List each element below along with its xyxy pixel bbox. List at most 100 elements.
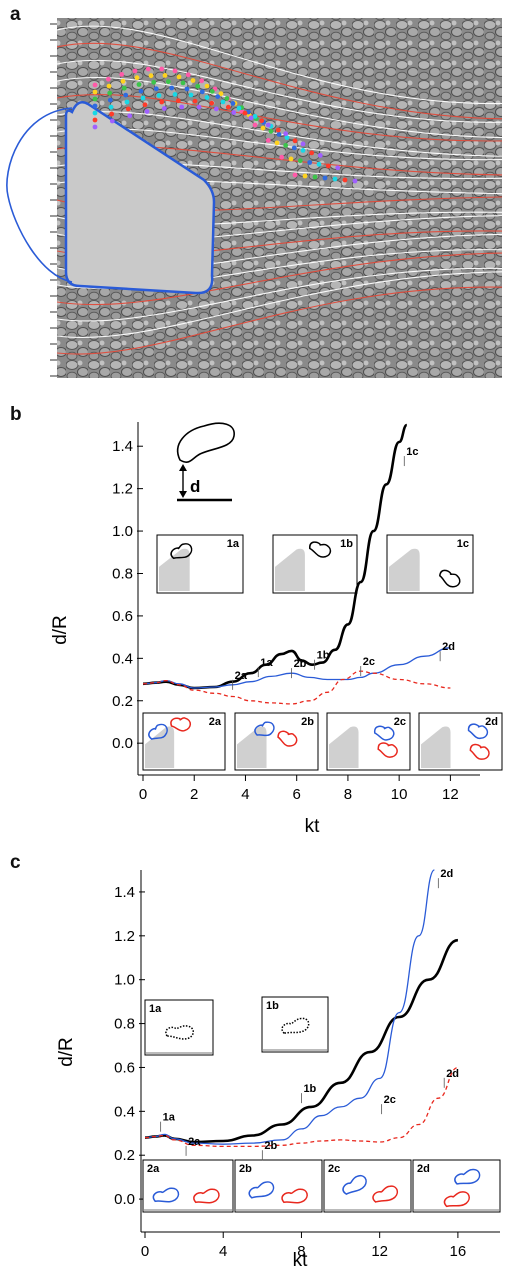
sketch-cell [177,422,235,463]
tracked-cell-marker [119,72,125,77]
triangle-obstacle [64,101,216,295]
tracked-cell-marker [162,73,168,78]
tracked-cell-marker [142,102,148,108]
streamline [57,93,502,142]
tracked-cell-marker [196,104,202,110]
tracked-cell-marker [109,118,115,124]
inset-obstacle [329,726,359,768]
tracked-cell-marker [265,138,271,143]
y-tick-label: 0.0 [112,735,133,752]
series-line-red-dashed [144,1066,459,1148]
annotation-label: 2c [363,656,375,668]
annotation-label: 1c [406,446,418,458]
annotation-label: 2b [294,658,307,670]
tracked-cell-marker [300,141,306,147]
distance-sketch: d [177,422,235,502]
streamline [57,286,502,355]
inset-frame [144,999,214,1056]
y-tick-label: 1.0 [114,972,135,989]
tracked-cell-marker [316,161,322,167]
inset-label: 1a [227,538,240,550]
panel-c-insets-top: 1a 1b [144,996,329,1056]
tracked-cell-marker [92,103,98,109]
tracked-cell-marker [179,104,185,110]
inset-2b: 2b [234,712,319,771]
tracked-cell-marker [248,115,254,121]
tracked-cell-marker [291,145,297,151]
tracked-cell-marker [172,92,178,97]
inset-obstacle [421,726,451,768]
tracked-cell-marker [188,92,194,98]
annotation-label: 2a [188,1136,201,1148]
tracked-cell-marker [265,122,271,128]
x-tick-label: 8 [297,1243,305,1260]
inset-cell [254,721,275,737]
tracked-cell-marker [140,95,146,101]
tracked-cell-marker [127,113,133,119]
tracked-cell-marker [92,96,98,102]
tracked-cell-marker [106,83,112,89]
inset-label: 2d [485,716,498,728]
inset-cell [467,723,489,740]
tracked-cell-marker [144,109,150,114]
annotation-label: 2d [440,868,453,880]
x-tick-label: 4 [219,1243,227,1260]
inset-cell [454,1168,481,1185]
tracked-cell-marker [309,150,315,156]
panel-c-ticks: 0.0 0.2 0.4 0.6 0.8 1.0 1.2 1.4 0 4 8 12 16 [114,884,466,1260]
y-tick-label: 1.2 [112,481,133,498]
annotation-label: 1b [303,1083,316,1095]
tracked-cell-marker [136,82,142,87]
tracked-cell-marker [322,175,328,181]
tracked-cell-marker [124,99,130,105]
tracked-cell-marker [302,173,308,179]
inset-obstacle [275,548,305,591]
inset-cell [170,717,192,732]
x-tick-label: 8 [344,786,352,803]
panel-c-series [144,869,459,1148]
inset-label: 2c [394,716,406,728]
inset-cell [281,1017,310,1035]
inset-1b: 1b [272,534,358,594]
tracked-cell-marker [125,106,131,112]
annotation-label: 2c [384,1094,396,1106]
inset-cell [152,1187,180,1203]
tracked-cell-marker [156,93,162,98]
tracked-cell-marker [312,174,318,180]
series-line-blue [144,869,436,1145]
inset-2c: 2c [323,1159,412,1213]
streamline [57,267,502,322]
streamline [57,271,502,339]
tracked-cell-marker [176,74,182,80]
tracked-cell-marker [108,104,114,110]
tracked-cell-marker [199,89,205,95]
tracked-cell-marker [283,131,289,137]
panel-b-chart: 0.0 0.2 0.4 0.6 0.8 1.0 1.2 1.4 0 2 4 6 8 10 12 d/R kt… [50,422,503,837]
tracked-cell-marker [268,128,274,134]
tracked-cell-marker [184,86,190,92]
panel-b-ylabel: d/R [50,615,71,645]
tracked-cell-marker [169,85,175,91]
y-tick-label: 0.8 [112,565,133,582]
tracked-cell-marker [159,66,165,72]
panel-a-letter: a [10,4,21,25]
tracked-cell-marker [109,111,115,117]
tracked-cell-marker [204,95,210,100]
tracked-cell-marker [300,148,306,153]
tracked-cell-marker [288,156,294,162]
panel-c-insets-bottom: 2a 2b 2c 2d [142,1159,501,1213]
inset-cell [374,725,395,741]
inset-cell [439,569,461,588]
panel-c-letter: c [10,852,21,873]
inset-frame [261,996,329,1053]
tracked-cell-marker [352,178,358,184]
inset-obstacle [389,548,420,591]
y-tick-label: 0.2 [114,1147,135,1164]
tracked-cell-marker [284,135,290,141]
tracked-cell-marker [220,99,226,105]
tracked-cell-marker [274,140,280,146]
tracked-cell-marker [242,110,248,116]
tracked-cell-marker [260,125,266,131]
tracked-cell-marker [180,80,186,86]
